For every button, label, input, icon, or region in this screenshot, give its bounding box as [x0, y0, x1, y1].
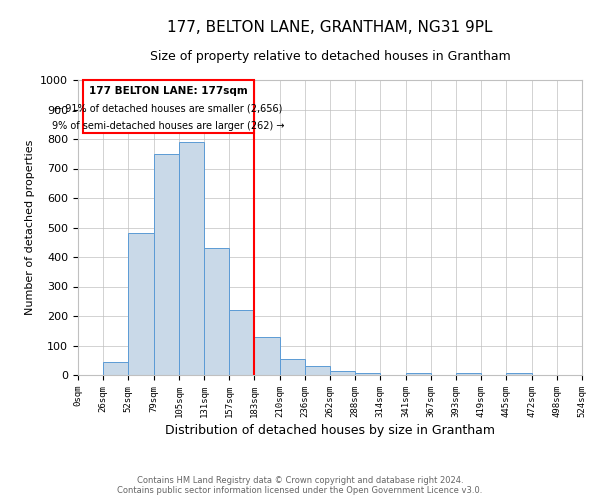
Bar	[406, 372, 431, 375]
Text: Size of property relative to detached houses in Grantham: Size of property relative to detached ho…	[149, 50, 511, 63]
Bar	[204, 248, 229, 375]
FancyBboxPatch shape	[83, 80, 254, 133]
Bar	[456, 372, 481, 375]
Bar	[330, 372, 355, 375]
Text: Contains HM Land Registry data © Crown copyright and database right 2024.
Contai: Contains HM Land Registry data © Crown c…	[118, 476, 482, 495]
Bar	[280, 359, 305, 375]
Bar	[355, 372, 380, 375]
Bar	[179, 142, 204, 375]
Bar	[128, 234, 154, 375]
Bar	[229, 310, 254, 375]
Text: 9% of semi-detached houses are larger (262) →: 9% of semi-detached houses are larger (2…	[52, 122, 284, 132]
X-axis label: Distribution of detached houses by size in Grantham: Distribution of detached houses by size …	[165, 424, 495, 437]
Bar	[254, 336, 280, 375]
Y-axis label: Number of detached properties: Number of detached properties	[25, 140, 35, 315]
Bar	[506, 372, 532, 375]
Bar	[305, 366, 330, 375]
Bar	[154, 154, 179, 375]
Text: 177, BELTON LANE, GRANTHAM, NG31 9PL: 177, BELTON LANE, GRANTHAM, NG31 9PL	[167, 20, 493, 35]
Text: ← 91% of detached houses are smaller (2,656): ← 91% of detached houses are smaller (2,…	[54, 104, 283, 114]
Bar	[103, 362, 128, 375]
Text: 177 BELTON LANE: 177sqm: 177 BELTON LANE: 177sqm	[89, 86, 248, 96]
